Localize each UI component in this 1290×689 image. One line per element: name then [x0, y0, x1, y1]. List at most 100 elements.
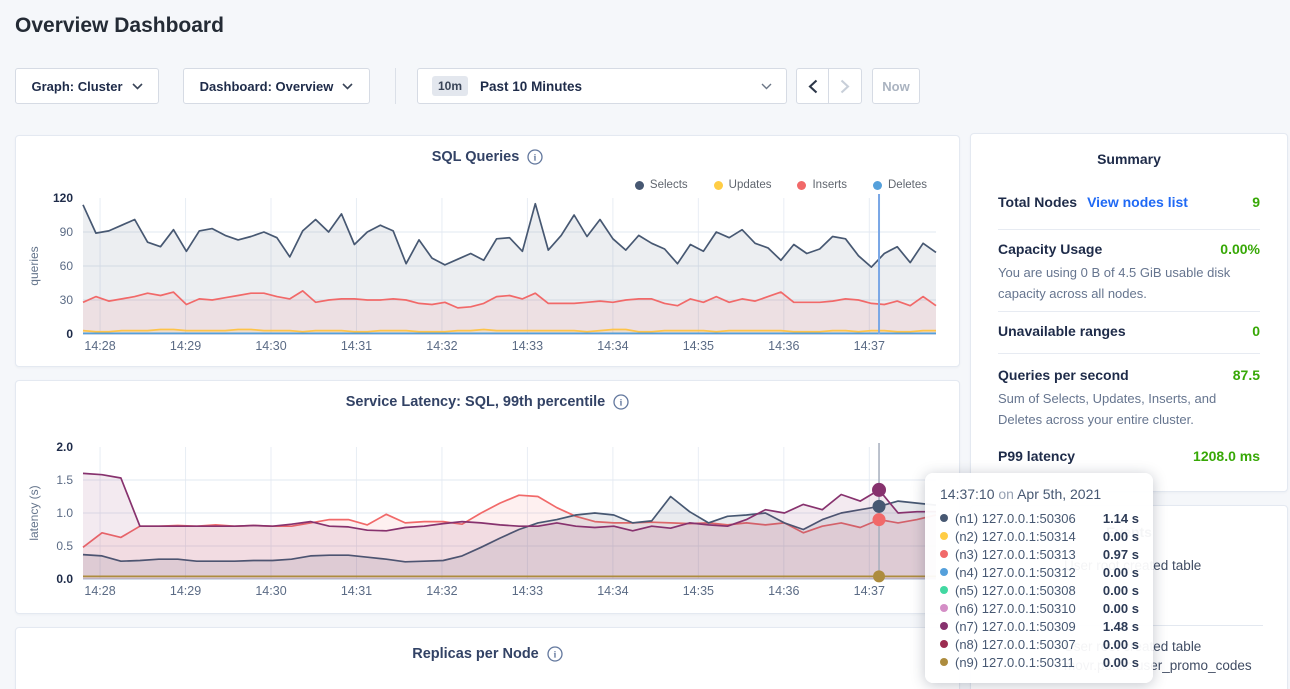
tooltip-node-value: 0.00 s [1103, 601, 1139, 616]
sql-queries-chart[interactable]: 14:2814:2914:3014:3114:3214:3314:3414:35… [16, 136, 961, 368]
time-range-dropdown[interactable]: 10m Past 10 Minutes [417, 68, 787, 104]
chevron-down-icon [761, 83, 772, 90]
tooltip-row: (n3) 127.0.0.1:50313 0.97 s [940, 545, 1139, 563]
queries-per-second-value: 87.5 [1233, 367, 1260, 383]
node-color-dot [940, 640, 948, 648]
summary-divider [998, 353, 1260, 354]
svg-text:14:30: 14:30 [255, 339, 286, 353]
node-color-dot [940, 586, 948, 594]
capacity-usage-label: Capacity Usage [998, 241, 1102, 257]
svg-text:14:35: 14:35 [683, 584, 714, 598]
summary-heading: Summary [971, 151, 1287, 167]
tooltip-node-value: 0.00 s [1103, 565, 1139, 580]
tooltip-node-value: 1.48 s [1103, 619, 1139, 634]
chevron-down-icon [132, 83, 143, 90]
svg-text:14:29: 14:29 [170, 584, 201, 598]
svg-text:14:35: 14:35 [683, 339, 714, 353]
node-color-dot [940, 604, 948, 612]
chevron-down-icon [342, 83, 353, 90]
svg-text:0.0: 0.0 [56, 572, 73, 586]
tooltip-row: (n7) 127.0.0.1:50309 1.48 s [940, 617, 1139, 635]
svg-text:14:33: 14:33 [512, 339, 543, 353]
dashboard-dropdown[interactable]: Dashboard: Overview [183, 68, 370, 104]
total-nodes-label: Total Nodes [998, 194, 1077, 210]
tooltip-row: (n1) 127.0.0.1:50306 1.14 s [940, 509, 1139, 527]
tooltip-node-address: (n2) 127.0.0.1:50314 [955, 529, 1096, 544]
svg-text:14:29: 14:29 [170, 339, 201, 353]
summary-divider [998, 311, 1260, 312]
tooltip-node-value: 1.14 s [1103, 511, 1139, 526]
time-nav-group [796, 68, 862, 104]
p99-latency-label: P99 latency [998, 448, 1075, 464]
time-range-label: Past 10 Minutes [480, 79, 582, 94]
svg-text:90: 90 [60, 225, 74, 239]
latency-panel: Service Latency: SQL, 99th percentile i … [15, 380, 960, 614]
tooltip-node-address: (n8) 127.0.0.1:50307 [955, 637, 1096, 652]
page-title: Overview Dashboard [15, 14, 224, 38]
svg-text:14:36: 14:36 [768, 584, 799, 598]
sql-queries-panel: SQL Queries i SelectsUpdatesInsertsDelet… [15, 135, 960, 367]
node-color-dot [940, 568, 948, 576]
svg-text:14:32: 14:32 [426, 584, 457, 598]
node-color-dot [940, 622, 948, 630]
unavailable-ranges-label: Unavailable ranges [998, 323, 1126, 339]
node-color-dot [940, 532, 948, 540]
svg-text:queries: queries [27, 246, 41, 285]
chart-title-row: Replicas per Node i [16, 646, 959, 662]
capacity-usage-desc: You are using 0 B of 4.5 GiB usable disk… [998, 262, 1263, 304]
tooltip-node-address: (n9) 127.0.0.1:50311 [955, 655, 1096, 670]
toolbar-divider [395, 68, 396, 104]
tooltip-node-value: 0.00 s [1103, 529, 1139, 544]
time-next-button[interactable] [829, 69, 861, 103]
svg-text:14:37: 14:37 [854, 584, 885, 598]
svg-text:14:28: 14:28 [84, 339, 115, 353]
time-prev-button[interactable] [797, 69, 829, 103]
tooltip-timestamp: 14:37:10 on Apr 5th, 2021 [940, 486, 1139, 502]
chevron-left-icon [808, 79, 818, 94]
tooltip-row: (n8) 127.0.0.1:503070.00 s [940, 635, 1139, 653]
node-color-dot [940, 514, 948, 522]
svg-text:14:36: 14:36 [768, 339, 799, 353]
svg-text:60: 60 [60, 259, 74, 273]
svg-text:14:33: 14:33 [512, 584, 543, 598]
svg-text:14:34: 14:34 [597, 339, 628, 353]
tooltip-row: (n6) 127.0.0.1:50310 0.00 s [940, 599, 1139, 617]
p99-latency-value: 1208.0 ms [1193, 448, 1260, 464]
latency-chart[interactable]: 14:2814:2914:3014:3114:3214:3314:3414:35… [16, 381, 961, 615]
now-button[interactable]: Now [872, 68, 920, 104]
svg-text:14:31: 14:31 [341, 584, 372, 598]
svg-text:14:34: 14:34 [597, 584, 628, 598]
chevron-right-icon [840, 79, 850, 94]
tooltip-node-address: (n3) 127.0.0.1:50313 [955, 547, 1096, 562]
summary-row-capacity: Capacity Usage 0.00% [998, 241, 1260, 257]
queries-per-second-label: Queries per second [998, 367, 1129, 383]
info-icon[interactable]: i [547, 646, 563, 662]
svg-text:0: 0 [66, 327, 73, 341]
tooltip-node-value: 0.97 s [1103, 547, 1139, 562]
svg-text:14:37: 14:37 [854, 339, 885, 353]
summary-row-qps: Queries per second 87.5 [998, 367, 1260, 383]
tooltip-node-address: (n7) 127.0.0.1:50309 [955, 619, 1096, 634]
svg-text:14:31: 14:31 [341, 339, 372, 353]
tooltip-row: (n4) 127.0.0.1:50312 0.00 s [940, 563, 1139, 581]
tooltip-node-address: (n4) 127.0.0.1:50312 [955, 565, 1096, 580]
svg-text:1.5: 1.5 [56, 473, 73, 487]
svg-text:latency (s): latency (s) [27, 485, 41, 540]
view-nodes-list-link[interactable]: View nodes list [1087, 194, 1188, 210]
svg-text:i: i [553, 651, 556, 661]
chart-hover-tooltip: 14:37:10 on Apr 5th, 2021 (n1) 127.0.0.1… [925, 473, 1153, 683]
summary-row-unavailable: Unavailable ranges 0 [998, 323, 1260, 339]
summary-row-total-nodes: Total Nodes View nodes list 9 [998, 194, 1260, 210]
tooltip-row: (n5) 127.0.0.1:503080.00 s [940, 581, 1139, 599]
replicas-title: Replicas per Node [412, 646, 539, 662]
tooltip-node-address: (n1) 127.0.0.1:50306 [955, 511, 1096, 526]
time-range-badge: 10m [432, 76, 468, 96]
svg-text:30: 30 [60, 293, 74, 307]
graph-dropdown[interactable]: Graph: Cluster [15, 68, 159, 104]
tooltip-row: (n2) 127.0.0.1:50314 0.00 s [940, 527, 1139, 545]
tooltip-node-address: (n6) 127.0.0.1:50310 [955, 601, 1096, 616]
queries-per-second-desc: Sum of Selects, Updates, Inserts, and De… [998, 388, 1263, 430]
dashboard-dropdown-label: Dashboard: Overview [200, 79, 334, 94]
unavailable-ranges-value: 0 [1252, 323, 1260, 339]
capacity-usage-value: 0.00% [1220, 241, 1260, 257]
